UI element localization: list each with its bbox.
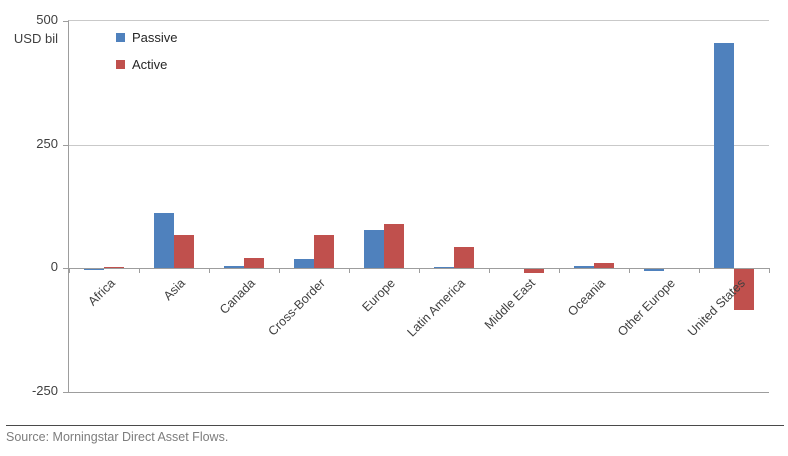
bar-active-canada: [244, 258, 264, 269]
bar-passive-oceania: [574, 265, 594, 269]
bar-active-africa: [104, 267, 124, 269]
bar-active-middle-east: [524, 269, 544, 274]
y-axis-unit-label: USD bil: [13, 31, 58, 46]
bar-active-latin-america: [454, 247, 474, 269]
legend-item-active: Active: [116, 57, 178, 72]
y-tick-label-0: 0: [50, 259, 58, 275]
bar-passive-latin-america: [434, 266, 454, 269]
x-tick-mark: [279, 268, 280, 274]
bar-passive-canada: [224, 265, 244, 269]
x-tick-mark: [419, 268, 420, 274]
x-tick-mark: [559, 268, 560, 274]
bar-active-oceania: [594, 263, 614, 269]
y-tick-mark: [63, 144, 68, 146]
y-tick-mark: [63, 392, 68, 393]
legend: Passive Active: [116, 30, 178, 84]
bar-passive-europe: [364, 230, 384, 269]
legend-label-active: Active: [132, 57, 168, 72]
x-tick-mark: [349, 268, 350, 274]
y-tick-label--250: -250: [31, 383, 58, 398]
bar-active-cross-border: [314, 234, 334, 269]
bar-active-europe: [384, 223, 404, 269]
source-note: Source: Morningstar Direct Asset Flows.: [6, 430, 229, 444]
y-tick-mark: [63, 268, 68, 270]
legend-item-passive: Passive: [116, 30, 178, 45]
bar-passive-other-europe: [644, 269, 664, 271]
y-tick-mark: [63, 21, 68, 22]
x-tick-mark: [139, 268, 140, 274]
x-tick-mark: [209, 268, 210, 274]
y-tick-label-250: 250: [36, 135, 58, 151]
gridline-250: [69, 144, 769, 146]
bar-passive-united-states: [714, 43, 734, 269]
bar-passive-cross-border: [294, 258, 314, 269]
plot-area: [63, 20, 770, 393]
footer-divider: [6, 425, 784, 426]
bar-passive-africa: [84, 269, 104, 271]
x-tick-mark: [489, 268, 490, 274]
legend-label-passive: Passive: [132, 30, 178, 45]
x-tick-mark: [699, 268, 700, 274]
active-swatch-icon: [116, 60, 125, 69]
bar-passive-asia: [154, 212, 174, 269]
x-tick-mark: [769, 268, 770, 274]
y-tick-label-500: 500: [36, 12, 58, 27]
passive-swatch-icon: [116, 33, 125, 42]
bar-active-asia: [174, 234, 194, 269]
x-tick-mark: [69, 268, 70, 274]
x-tick-mark: [629, 268, 630, 274]
bar-active-united-states: [734, 269, 754, 310]
